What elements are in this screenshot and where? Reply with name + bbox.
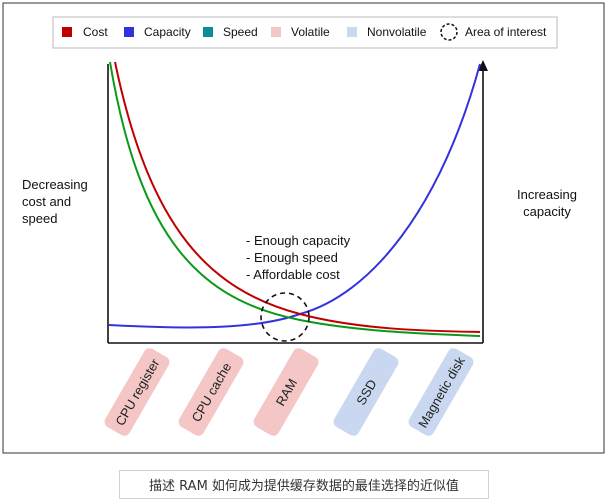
area-of-interest-circle <box>260 292 310 342</box>
legend-label-capacity: Capacity <box>144 25 191 39</box>
legend: Cost Capacity Speed Volatile Nonvolatile… <box>52 16 558 49</box>
axes <box>107 60 488 344</box>
legend-item-speed: Speed <box>203 25 258 39</box>
right-side-label: Increasing capacity <box>517 187 577 219</box>
series-line-cost <box>114 61 481 333</box>
left-side-label: Decreasing cost and speed <box>22 177 88 226</box>
legend-item-volatile: Volatile <box>271 25 330 39</box>
legend-swatch-speed <box>203 27 213 37</box>
legend-label-area-of-interest: Area of interest <box>465 25 547 39</box>
legend-label-volatile: Volatile <box>291 25 330 39</box>
note-cost: - Affordable cost <box>246 267 340 282</box>
series-line-speed <box>109 61 481 337</box>
right-label-line-1: Increasing <box>517 187 577 202</box>
left-label-line-3: speed <box>22 211 57 226</box>
note-capacity: - Enough capacity <box>246 233 351 248</box>
legend-item-nonvolatile: Nonvolatile <box>347 25 427 39</box>
badge-cpu-cache-bg <box>178 348 244 436</box>
legend-swatch-nonvolatile <box>347 27 357 37</box>
right-axis-arrow-icon <box>478 60 488 71</box>
category-badges: CPU register CPU cache RAM SSD Magnetic … <box>104 348 474 436</box>
area-of-interest-notes: - Enough capacity - Enough speed - Affor… <box>246 233 351 282</box>
badge-magnetic-disk-bg <box>408 348 474 436</box>
curves <box>108 61 481 337</box>
dashed-circle-icon <box>440 23 458 41</box>
legend-item-capacity: Capacity <box>124 25 191 39</box>
badge-cpu-register-bg <box>104 348 170 436</box>
legend-box <box>52 16 558 49</box>
legend-swatch-volatile <box>271 27 281 37</box>
badge-ssd: SSD <box>333 348 399 436</box>
legend-swatch-cost <box>62 27 72 37</box>
badge-ram-bg <box>253 348 319 436</box>
figure-caption: 描述 RAM 如何成为提供缓存数据的最佳选择的近似值 <box>119 470 489 499</box>
badge-ram: RAM <box>253 348 319 436</box>
legend-swatch-capacity <box>124 27 134 37</box>
legend-label-cost: Cost <box>83 25 108 39</box>
legend-item-area-of-interest: Area of interest <box>440 23 547 41</box>
badge-ssd-bg <box>333 348 399 436</box>
legend-item-cost: Cost <box>62 25 108 39</box>
legend-label-speed: Speed <box>223 25 258 39</box>
note-speed: - Enough speed <box>246 250 338 265</box>
left-label-line-1: Decreasing <box>22 177 88 192</box>
series-line-capacity <box>108 63 481 329</box>
right-label-line-2: capacity <box>523 204 571 219</box>
legend-label-nonvolatile: Nonvolatile <box>367 25 427 39</box>
figure-caption-text: 描述 RAM 如何成为提供缓存数据的最佳选择的近似值 <box>149 479 459 494</box>
left-label-line-2: cost and <box>22 194 71 209</box>
